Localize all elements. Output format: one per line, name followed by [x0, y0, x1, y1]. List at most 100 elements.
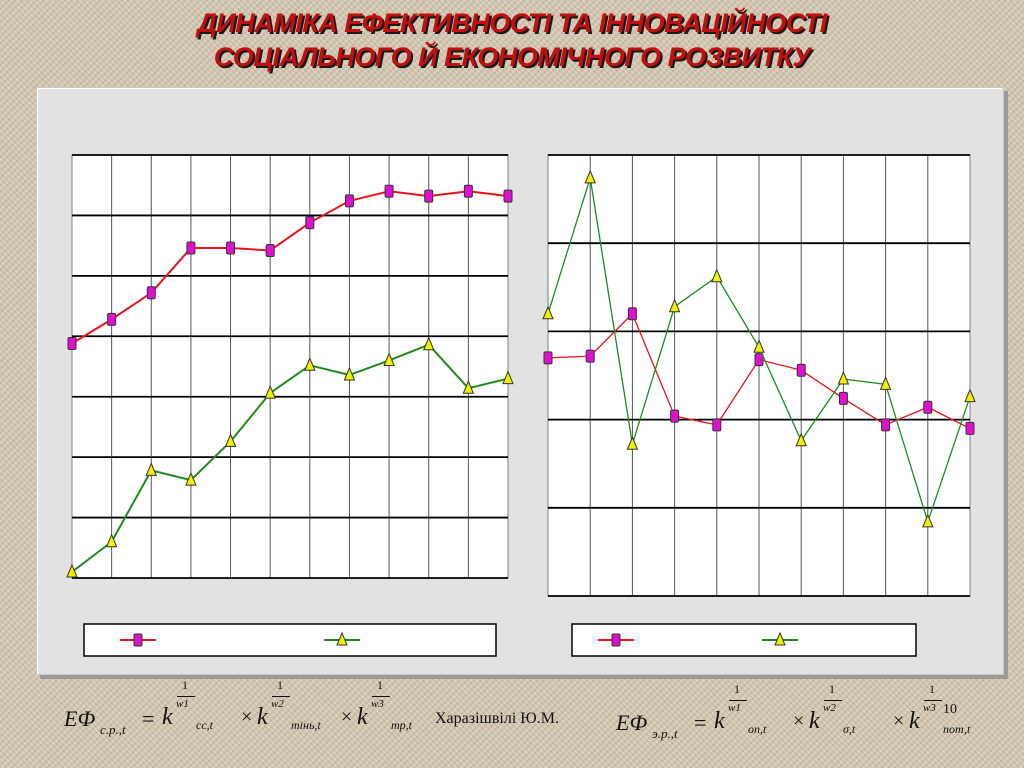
formula-times: ×: [341, 706, 353, 728]
point-social: [67, 337, 77, 351]
formula-exponent-denominator: w1: [176, 698, 189, 710]
point-social: [923, 400, 933, 414]
slide-title: ДИНАМІКА ЕФЕКТИВНОСТІ ТА ІННОВАЦІЙНОСТІ …: [0, 6, 1024, 74]
formula-k: k: [809, 708, 820, 734]
point-economic: [964, 388, 976, 403]
formula-exponent-numerator: 1: [829, 682, 835, 696]
formula-times: ×: [793, 710, 805, 732]
formula-equals: =: [142, 706, 155, 731]
formula-lhs: ЕФ: [616, 710, 648, 735]
point-social: [881, 418, 891, 432]
point-economic: [922, 513, 934, 528]
legend-marker-economic: [336, 631, 348, 646]
point-social: [503, 189, 513, 203]
formula-times: ×: [893, 710, 905, 732]
point-social: [424, 189, 434, 203]
point-economic: [462, 379, 475, 394]
point-economic: [105, 533, 118, 548]
point-social: [712, 418, 722, 432]
plot-area: [71, 154, 509, 579]
point-economic: [542, 305, 554, 320]
formula-fraction-bar: [824, 700, 842, 701]
formula-k: k: [257, 704, 268, 730]
slide-title-line-2: СОЦІАЛЬНОГО Й ЕКОНОМІЧНОГО РОЗВИТКУ: [213, 42, 811, 72]
point-economic: [502, 370, 514, 385]
point-economic: [343, 366, 356, 381]
point-social: [838, 391, 848, 405]
point-social: [796, 363, 806, 377]
point-economic: [224, 433, 237, 447]
formula-exponent-numerator: 1: [182, 678, 188, 692]
point-economic: [145, 462, 158, 476]
point-social: [754, 353, 764, 367]
formula-exponent-denominator: w2: [271, 698, 284, 710]
legend-marker-social: [611, 633, 621, 647]
point-economic: [626, 435, 639, 450]
formula-exponent-numerator: 1: [734, 682, 740, 696]
formula-k: k: [909, 708, 920, 734]
point-social: [305, 216, 315, 230]
point-economic: [879, 376, 892, 390]
point-social: [463, 184, 473, 198]
formula-exponent-numerator: 1: [929, 682, 935, 696]
formula-exponent-numerator: 1: [377, 678, 383, 692]
point-economic: [422, 336, 435, 351]
slide-title-line-1: ДИНАМІКА ЕФЕКТИВНОСТІ ТА ІННОВАЦІЙНОСТІ: [197, 8, 827, 38]
point-social: [344, 194, 354, 208]
formula-subscript: тінь,t: [291, 718, 321, 732]
point-social: [585, 349, 595, 363]
formula-lhs: ЕФ: [64, 706, 96, 731]
series-line-economic: [71, 343, 509, 573]
point-economic: [668, 298, 681, 313]
formula-fraction-bar: [272, 696, 290, 697]
point-economic: [304, 356, 316, 371]
point-economic: [584, 169, 596, 184]
legend-marker-social: [133, 633, 143, 647]
author-name: Харазішвілі Ю.М.: [435, 710, 559, 727]
formula-exponent-denominator: w1: [728, 702, 741, 714]
point-social: [107, 312, 117, 326]
formula-fraction-bar: [372, 696, 390, 697]
point-social: [543, 351, 553, 365]
series-line-social: [71, 190, 509, 345]
formula-subscript: пот,t: [943, 722, 971, 736]
formula-subscript: σ,t: [843, 722, 856, 736]
formula-fraction-bar: [924, 700, 942, 701]
formula-subscript: тр,t: [391, 718, 412, 732]
legend-marker-economic: [774, 631, 786, 646]
point-social: [670, 409, 680, 423]
point-economic: [837, 370, 850, 385]
formula-equals: =: [694, 710, 707, 735]
formula-fraction-bar: [729, 700, 747, 701]
formula-lhs-subscript: э.р.,t: [652, 726, 678, 741]
point-economic: [711, 268, 723, 283]
formula-exponent-denominator: w3: [923, 702, 936, 714]
formula-k: k: [714, 708, 725, 734]
point-social: [627, 307, 637, 321]
formula-economic: ЕФ э.р.,t = k 1 w1 оп,t × k 1 w2 σ,t × k 1 w3 10 пот,t: [612, 682, 992, 758]
point-social: [186, 241, 196, 255]
formula-k: k: [357, 704, 368, 730]
formula-exponent-denominator: w2: [823, 702, 836, 714]
point-economic: [383, 352, 395, 366]
point-economic: [795, 432, 807, 447]
formula-exponent-numerator: 1: [277, 678, 283, 692]
point-social: [146, 286, 156, 300]
formula-fraction-bar: [177, 696, 195, 697]
point-economic: [753, 338, 765, 353]
point-social: [965, 421, 975, 435]
formula-lhs-subscript: с.р.,t: [100, 722, 126, 737]
point-economic: [66, 563, 78, 578]
point-social: [384, 184, 394, 198]
point-social: [226, 241, 236, 255]
formula-times: ×: [241, 706, 253, 728]
point-economic: [264, 384, 276, 399]
formula-extra: 10: [943, 702, 957, 717]
formula-subscript: оп,t: [748, 722, 767, 736]
point-social: [265, 243, 275, 257]
point-economic: [185, 471, 197, 486]
formula-social: ЕФ с.р.,t = k 1 w1 сс,t × k 1 w2 тінь,t × k 1 w3 тр,t: [60, 678, 440, 754]
formula-k: k: [162, 704, 173, 730]
